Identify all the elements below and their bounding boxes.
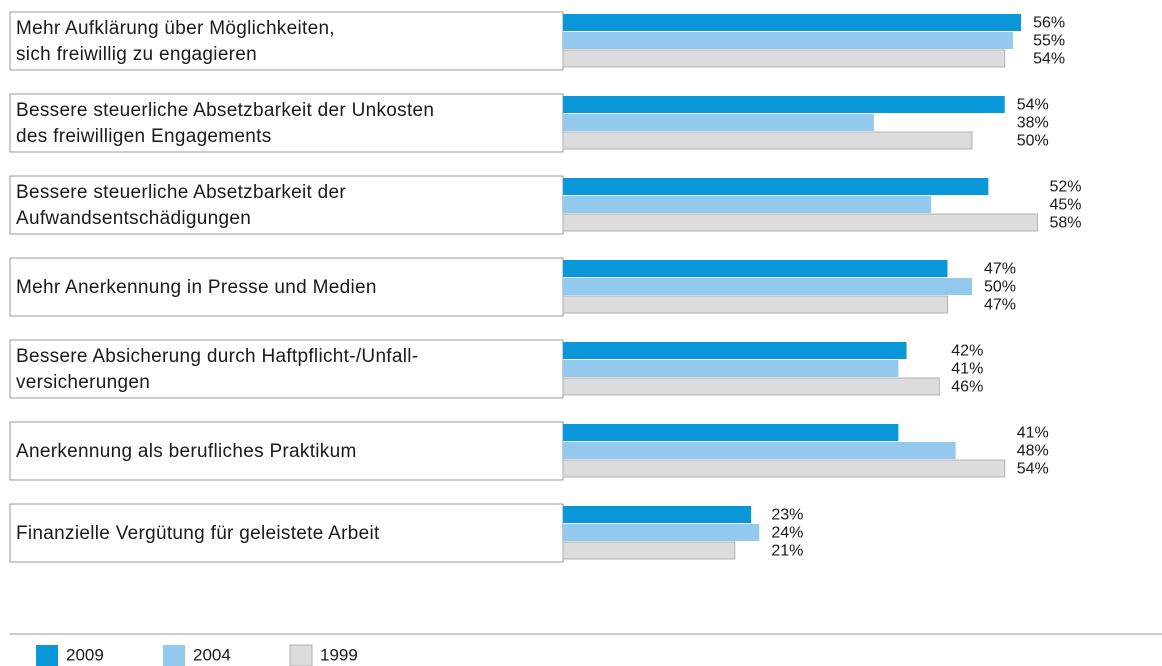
value-label: 21% — [771, 543, 803, 560]
category-label: Finanzielle Vergütung für geleistete Arb… — [16, 523, 380, 544]
legend-label: 1999 — [320, 645, 358, 664]
value-label: 42% — [951, 343, 983, 360]
category-label: Bessere Absicherung durch Haftpflicht-/U… — [16, 346, 418, 367]
category-label: Mehr Aufklärung über Möglichkeiten, — [16, 18, 335, 39]
value-label: 47% — [984, 297, 1016, 314]
legend-label: 2009 — [66, 645, 104, 664]
value-label: 45% — [1049, 197, 1081, 214]
category-label: Aufwandsentschädigungen — [16, 208, 251, 229]
bar — [563, 14, 1022, 31]
category-box — [9, 11, 564, 71]
bar — [562, 541, 736, 560]
bar — [563, 32, 1013, 49]
value-label: 50% — [984, 279, 1016, 296]
bar — [563, 178, 989, 195]
value-label: 48% — [1017, 443, 1049, 460]
value-label: 56% — [1033, 15, 1065, 32]
category-box — [9, 93, 564, 153]
category-label: Bessere steuerliche Absetzbarkeit der — [16, 182, 346, 203]
bar — [562, 295, 948, 314]
category-label: versicherungen — [16, 372, 150, 393]
bar — [562, 459, 1006, 478]
bar — [563, 524, 760, 541]
value-label: 52% — [1049, 179, 1081, 196]
bar — [563, 424, 899, 441]
value-label: 38% — [1017, 115, 1049, 132]
bar — [563, 278, 972, 295]
value-label: 23% — [771, 507, 803, 524]
bar — [563, 114, 874, 131]
value-label: 24% — [771, 525, 803, 542]
bar — [563, 96, 1005, 113]
value-label: 50% — [1017, 133, 1049, 150]
value-label: 54% — [1017, 97, 1049, 114]
category-box — [9, 421, 564, 481]
category-label: Mehr Anerkennung in Presse und Medien — [16, 277, 377, 298]
bar — [563, 196, 932, 213]
bar — [562, 131, 973, 150]
category-label: des freiwilligen Engagements — [16, 126, 272, 147]
bar — [563, 360, 899, 377]
value-label: 54% — [1017, 461, 1049, 478]
bar — [563, 442, 956, 459]
bar — [563, 342, 907, 359]
bar — [563, 506, 752, 523]
category-label: Bessere steuerliche Absetzbarkeit der Un… — [16, 100, 434, 121]
value-label: 58% — [1049, 215, 1081, 232]
legend-swatch — [163, 645, 185, 666]
category-box — [9, 175, 564, 235]
bar — [562, 213, 1038, 232]
value-label: 54% — [1033, 51, 1065, 68]
legend-swatch — [36, 645, 58, 666]
value-label: 46% — [951, 379, 983, 396]
category-label: Anerkennung als berufliches Praktikum — [16, 441, 357, 462]
value-label: 41% — [951, 361, 983, 378]
bar — [562, 377, 940, 396]
bar — [562, 49, 1006, 68]
bar — [563, 260, 948, 277]
category-label: sich freiwillig zu engagieren — [16, 44, 257, 65]
value-label: 41% — [1017, 425, 1049, 442]
value-label: 55% — [1033, 33, 1065, 50]
legend-swatch — [289, 644, 313, 666]
legend-label: 2004 — [193, 645, 231, 664]
value-label: 47% — [984, 261, 1016, 278]
